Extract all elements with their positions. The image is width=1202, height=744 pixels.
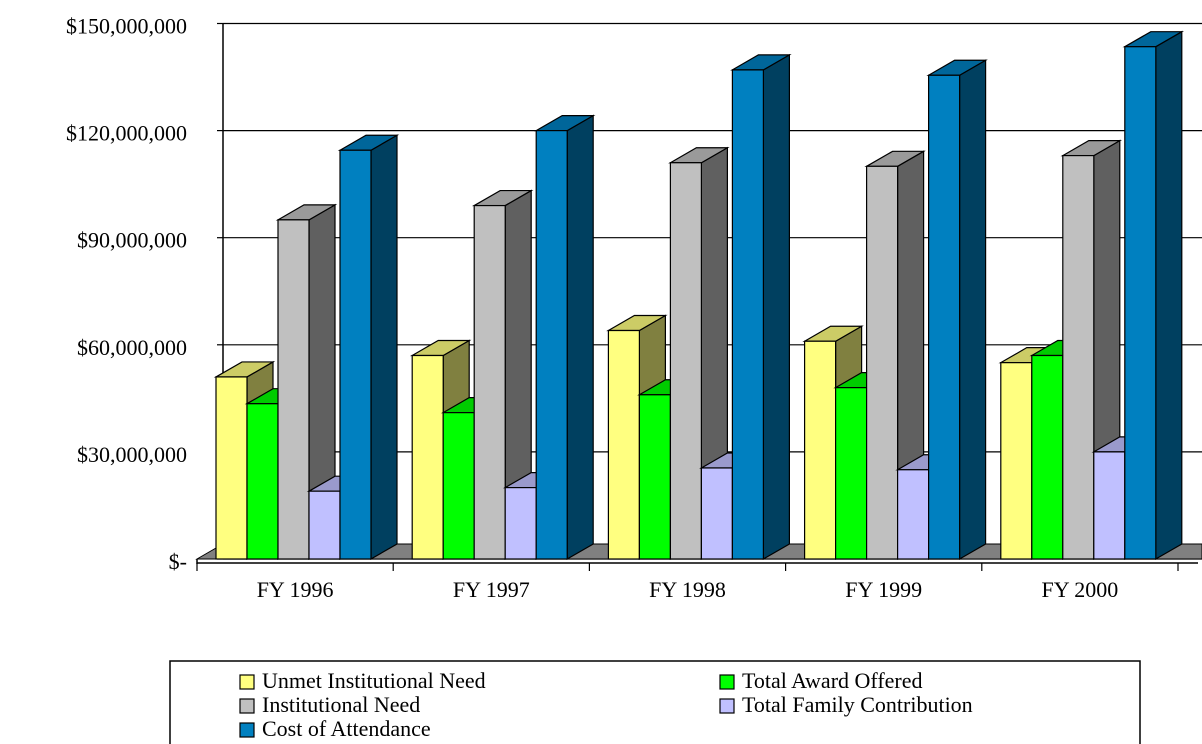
legend-label: Total Family Contribution <box>742 692 973 717</box>
legend-label: Total Award Offered <box>742 668 923 693</box>
bar <box>473 204 506 560</box>
legend-box <box>169 660 1141 744</box>
bar <box>1124 46 1157 560</box>
bar <box>411 354 444 560</box>
bar-side <box>566 114 594 561</box>
legend-label: Cost of Attendance <box>262 716 431 741</box>
bar-side <box>762 53 791 561</box>
bar <box>896 469 930 560</box>
bar <box>834 387 868 560</box>
bar <box>308 490 341 560</box>
bar <box>277 219 310 560</box>
bar <box>442 412 475 560</box>
bar <box>731 69 765 560</box>
legend-swatch <box>239 698 255 714</box>
bar <box>339 149 372 560</box>
y-tick-label: $30,000,000 <box>77 442 187 467</box>
legend-label: Institutional Need <box>262 692 420 717</box>
bar <box>246 403 279 560</box>
bar <box>803 340 837 560</box>
x-tick-label: FY 2000 <box>1041 577 1118 602</box>
bar <box>215 376 248 560</box>
legend-swatch <box>719 698 735 714</box>
bar <box>1093 451 1126 560</box>
bar <box>865 165 899 560</box>
y-tick-label: $- <box>169 549 187 574</box>
x-tick-label: FY 1998 <box>649 577 726 602</box>
legend-swatch <box>239 674 255 690</box>
bar <box>669 162 703 560</box>
bar <box>504 487 537 560</box>
legend-label: Unmet Institutional Need <box>262 668 486 693</box>
bar <box>535 130 568 560</box>
bar <box>1062 154 1095 560</box>
y-tick-label: $60,000,000 <box>77 335 187 360</box>
bar <box>1000 362 1033 560</box>
x-tick-label: FY 1996 <box>257 577 334 602</box>
bar-side <box>958 59 987 561</box>
bar <box>927 74 961 560</box>
legend-swatch <box>239 722 255 738</box>
bar-side <box>1155 30 1183 561</box>
legend-swatch <box>719 674 735 690</box>
x-tick-label: FY 1999 <box>845 577 922 602</box>
y-tick-label: $150,000,000 <box>66 14 187 39</box>
y-tick-label: $120,000,000 <box>66 121 187 146</box>
x-tick-label: FY 1997 <box>453 577 530 602</box>
bar <box>1031 354 1064 560</box>
bar <box>607 329 641 560</box>
bar-side <box>370 134 398 561</box>
bar <box>700 467 734 560</box>
y-tick-label: $90,000,000 <box>77 228 187 253</box>
bar <box>638 394 672 560</box>
